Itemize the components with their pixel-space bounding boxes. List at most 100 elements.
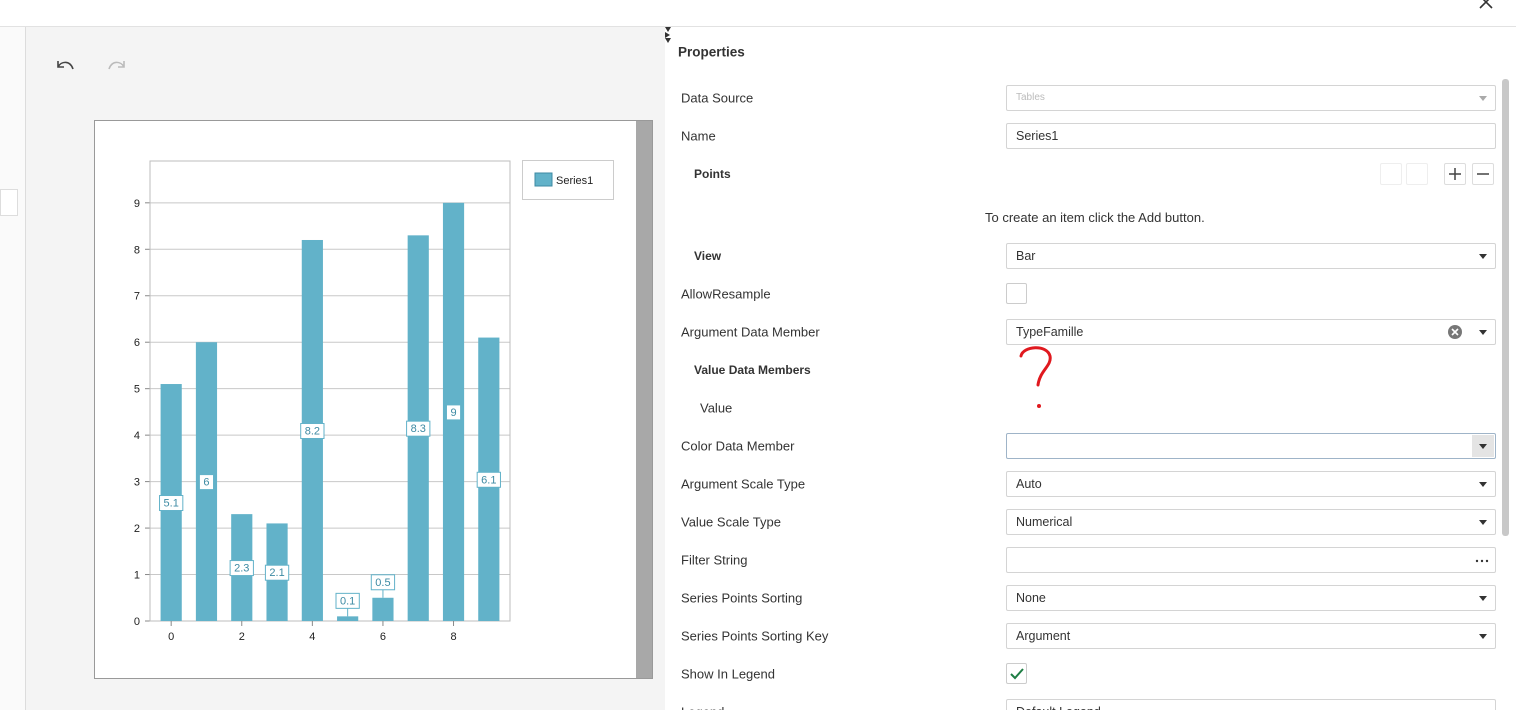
dropdown-arrow [1479, 634, 1487, 639]
question-annotation [1019, 346, 1052, 408]
expander[interactable] [665, 32, 670, 38]
data-label: 2.3 [229, 560, 254, 577]
side-tab[interactable] [0, 189, 18, 216]
property-label: Data Source [681, 90, 754, 106]
y-tick-label: 5 [134, 384, 140, 396]
data-label-text: 2.1 [269, 567, 284, 579]
data-label-text: 0.5 [375, 577, 390, 589]
property-label: View [694, 249, 722, 263]
property-input[interactable]: Argument [1006, 623, 1496, 649]
plot-frame [149, 160, 511, 622]
move-button[interactable] [1406, 163, 1428, 185]
checkmark [1010, 668, 1024, 680]
data-label-box [159, 495, 184, 512]
clear-button[interactable] [1447, 324, 1463, 340]
dropdown-arrow [1479, 520, 1487, 525]
property-value: Default Legend [1016, 705, 1101, 710]
side-strip [0, 27, 26, 710]
data-label-text: 6.1 [481, 474, 496, 486]
data-label: 6 [198, 474, 215, 491]
y-tick-label: 3 [134, 477, 140, 489]
properties-panel: Properties Data Source Tables Name Series1 P… [665, 26, 1516, 710]
checkbox[interactable] [1006, 663, 1027, 684]
property-input[interactable]: Numerical [1006, 509, 1496, 535]
data-label-text: 0.1 [340, 595, 355, 607]
property-input[interactable] [1006, 547, 1496, 573]
property-input[interactable]: Default Legend [1006, 699, 1496, 710]
data-label-box [335, 592, 360, 609]
dropdown-arrow [1479, 482, 1487, 487]
expander[interactable] [665, 27, 671, 32]
property-input[interactable]: Series1 [1006, 123, 1496, 149]
redo-button[interactable] [106, 57, 128, 75]
data-label-text: 2.3 [234, 563, 249, 575]
data-label-box [406, 420, 431, 437]
property-value: Numerical [1016, 515, 1073, 529]
data-label: 6.1 [476, 471, 501, 488]
property-input[interactable] [1006, 433, 1496, 459]
undo-button[interactable] [54, 57, 76, 75]
property-label: Color Data Member [681, 438, 795, 454]
hint-text: To create an item click the Add button. [985, 210, 1205, 225]
property-label: Points [694, 167, 731, 181]
designer-area: 0 1 2 3 4 5 6 7 8 9 0 2 4 6 8 5.1 6 2.3 2.1 8.2 0.1 0.5 8.3 9 6.… [0, 26, 665, 710]
ellipsis-button[interactable] [1475, 558, 1489, 564]
data-label-box [476, 471, 501, 488]
property-input[interactable]: TypeFamille [1006, 319, 1496, 345]
data-label-box [198, 474, 215, 491]
property-value: Bar [1016, 249, 1036, 263]
dropdown-arrow [1479, 444, 1487, 449]
data-label-text: 9 [450, 407, 456, 419]
y-tick-label: 6 [134, 337, 140, 349]
x-tick-label: 2 [239, 631, 245, 643]
dropdown-arrow [1479, 96, 1487, 101]
dropdown-arrow [1479, 330, 1487, 335]
y-tick-label: 7 [134, 291, 140, 303]
data-label: 2.1 [264, 564, 290, 581]
property-value: Tables [1016, 92, 1045, 103]
bar [337, 616, 359, 621]
minus-icon [1477, 173, 1489, 175]
property-label: Show In Legend [681, 666, 775, 682]
data-label-box [445, 404, 462, 421]
property-value: Argument [1016, 629, 1071, 643]
legend-swatch [534, 172, 553, 187]
property-label: Value Data Members [694, 363, 811, 377]
data-label: 0.5 [370, 574, 396, 591]
property-label: Argument Scale Type [681, 476, 806, 492]
property-input[interactable]: None [1006, 585, 1496, 611]
expander[interactable] [665, 38, 671, 43]
minus-button[interactable] [1472, 163, 1494, 185]
property-value: Series1 [1016, 129, 1059, 143]
scrollbar[interactable] [636, 121, 652, 678]
close-button[interactable] [1478, 0, 1494, 10]
x-tick-label: 6 [380, 631, 386, 643]
property-label: Value [700, 400, 733, 416]
y-tick-label: 1 [134, 570, 140, 582]
chart: 0 1 2 3 4 5 6 7 8 9 0 2 4 6 8 5.1 6 2.3 2.1 8.2 0.1 0.5 8.3 9 6.… [94, 120, 653, 679]
property-label: Name [681, 128, 716, 144]
property-input[interactable]: Bar [1006, 243, 1496, 269]
y-tick-label: 0 [134, 616, 140, 628]
plus-button[interactable] [1444, 163, 1466, 185]
property-label: AllowResample [681, 286, 771, 302]
data-label: 9 [445, 404, 462, 421]
property-value: None [1016, 591, 1046, 605]
data-label-text: 8.2 [305, 425, 320, 437]
x-tick-label: 8 [450, 631, 456, 643]
property-input[interactable]: Tables [1006, 85, 1496, 111]
checkbox[interactable] [1006, 283, 1027, 304]
data-label-box [370, 574, 396, 591]
panel-title: Properties [678, 44, 745, 60]
data-label: 8.2 [300, 422, 325, 439]
data-label: 5.1 [159, 495, 184, 512]
dropdown-arrow [1479, 254, 1487, 259]
plus-icon [1449, 168, 1461, 180]
move-button[interactable] [1380, 163, 1402, 185]
property-input[interactable]: Auto [1006, 471, 1496, 497]
panel-scrollbar[interactable] [1502, 79, 1509, 536]
y-tick-label: 9 [134, 198, 140, 210]
data-label-text: 5.1 [164, 498, 179, 510]
legend-label: Series1 [556, 175, 593, 187]
